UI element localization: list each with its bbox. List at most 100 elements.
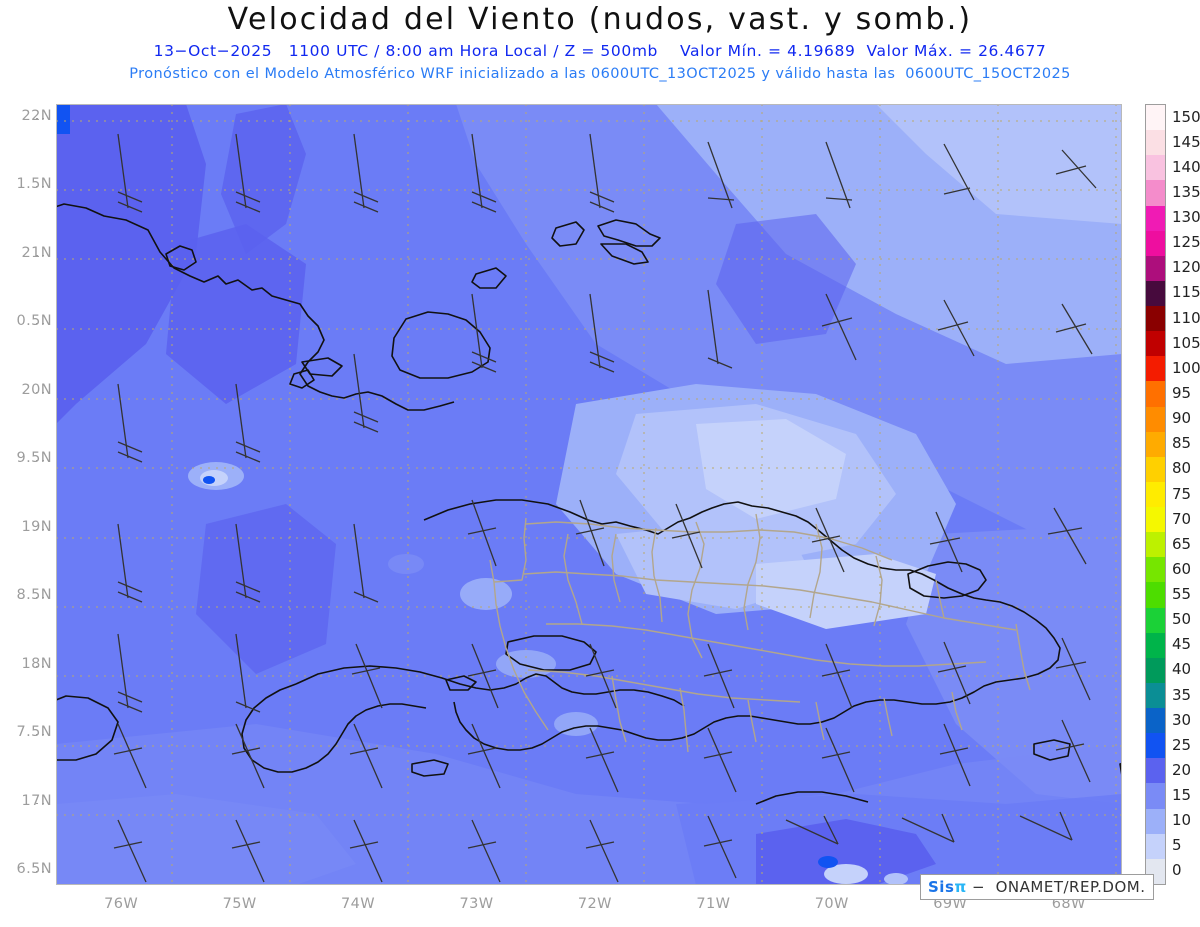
y-axis-tick-label: 21N: [21, 244, 52, 261]
colorbar-tick-label: 140: [1172, 157, 1200, 176]
colorbar-cell: [1146, 280, 1165, 306]
colorbar-tick-label: 30: [1172, 710, 1192, 729]
colorbar-tick-label: 115: [1172, 283, 1200, 302]
x-axis-tick-label: 68W: [1051, 896, 1086, 912]
colorbar[interactable]: [1145, 104, 1166, 885]
colorbar-tick-label: 70: [1172, 509, 1192, 528]
colorbar-cell: [1146, 682, 1165, 708]
x-axis-tick-label: 70W: [814, 896, 849, 912]
onamet-logo: Sis π − ONAMET/REP.DOM.: [920, 874, 1154, 900]
colorbar-cell: [1146, 758, 1165, 784]
colorbar-cell: [1146, 255, 1165, 281]
colorbar-cell: [1146, 632, 1165, 658]
colorbar-cell: [1146, 381, 1165, 407]
y-axis-tick: [36, 323, 54, 325]
y-axis-tick: [36, 391, 54, 393]
y-axis-tick-label: 9.5N: [16, 450, 52, 467]
colorbar-tick-label: 135: [1172, 182, 1200, 201]
colorbar-tick-label: 125: [1172, 233, 1200, 252]
x-axis-tick-label: 74W: [341, 896, 376, 912]
y-axis-tick: [36, 871, 54, 873]
colorbar-cell: [1146, 532, 1165, 558]
province-borders: [489, 513, 1031, 753]
colorbar-tick-label: 60: [1172, 559, 1192, 578]
logo-pi-symbol: π: [954, 878, 967, 896]
colorbar-tick-label: 110: [1172, 308, 1200, 327]
colorbar-cell: [1146, 205, 1165, 231]
y-axis-tick: [36, 528, 54, 530]
colorbar-tick-label: 120: [1172, 258, 1200, 277]
logo-sis-text: Sis: [928, 878, 955, 896]
colorbar-cell: [1146, 331, 1165, 357]
y-axis-tick-label: 20N: [21, 381, 52, 398]
colorbar-tick-label: 45: [1172, 635, 1192, 654]
colorbar-cell: [1146, 657, 1165, 683]
colorbar-cell: [1146, 507, 1165, 533]
colorbar-tick-label: 50: [1172, 610, 1192, 629]
y-axis-tick: [36, 254, 54, 256]
colorbar-tick-label: 105: [1172, 333, 1200, 352]
y-axis-tick: [36, 665, 54, 667]
x-axis-tick-label: 71W: [696, 896, 731, 912]
colorbar-tick-label: 40: [1172, 660, 1192, 679]
x-axis-tick-label: 76W: [104, 896, 139, 912]
colorbar-tick-label: 10: [1172, 811, 1192, 830]
colorbar-tick-label: 100: [1172, 358, 1200, 377]
y-axis-tick-label: 22N: [21, 107, 52, 124]
colorbar-cell: [1146, 105, 1165, 131]
y-axis-tick-label: 6.5N: [16, 861, 52, 878]
model-description-line: Pronóstico con el Modelo Atmosférico WRF…: [129, 66, 1071, 82]
y-axis-tick: [36, 597, 54, 599]
page-title: Velocidad del Viento (nudos, vast. y som…: [227, 2, 973, 37]
colorbar-cell: [1146, 582, 1165, 608]
colorbar-tick-label: 80: [1172, 459, 1192, 478]
colorbar-tick-label: 0: [1172, 861, 1182, 880]
colorbar-tick-label: 95: [1172, 383, 1192, 402]
y-axis-tick: [36, 734, 54, 736]
colorbar-cell: [1146, 155, 1165, 181]
colorbar-tick-label: 5: [1172, 836, 1182, 855]
colorbar-tick-label: 150: [1172, 107, 1200, 126]
colorbar-tick-label: 145: [1172, 132, 1200, 151]
y-axis-tick: [36, 802, 54, 804]
colorbar-cell: [1146, 230, 1165, 256]
y-axis-tick-label: 17N: [21, 792, 52, 809]
colorbar-cell: [1146, 708, 1165, 734]
colorbar-cell: [1146, 356, 1165, 382]
colorbar-cell: [1146, 557, 1165, 583]
x-axis-tick-label: 75W: [222, 896, 257, 912]
colorbar-cell: [1146, 833, 1165, 859]
colorbar-cell: [1146, 306, 1165, 332]
colorbar-tick-label: 85: [1172, 434, 1192, 453]
colorbar-cell: [1146, 456, 1165, 482]
colorbar-tick-label: 20: [1172, 760, 1192, 779]
wind-barbs-layer: [113, 133, 1097, 883]
colorbar-tick-label: 35: [1172, 685, 1192, 704]
colorbar-cell: [1146, 180, 1165, 206]
x-axis-tick-label: 69W: [933, 896, 968, 912]
coastline-layer: [56, 203, 1122, 805]
wind-speed-shading: [56, 104, 1122, 885]
forecast-meta-line: 13−Oct−2025 1100 UTC / 8:00 am Hora Loca…: [153, 42, 1047, 60]
x-axis-tick-label: 73W: [459, 896, 494, 912]
colorbar-tick-label: 130: [1172, 208, 1200, 227]
colorbar-cell: [1146, 733, 1165, 759]
colorbar-cell: [1146, 431, 1165, 457]
colorbar-tick-label: 25: [1172, 735, 1192, 754]
x-axis-tick-label: 72W: [577, 896, 612, 912]
y-axis-tick: [36, 117, 54, 119]
y-axis-tick-label: 7.5N: [16, 724, 52, 741]
y-axis-tick-label: 8.5N: [16, 587, 52, 604]
colorbar-tick-label: 90: [1172, 409, 1192, 428]
y-axis-tick-label: 1.5N: [16, 176, 52, 193]
wind-speed-map[interactable]: [56, 104, 1122, 885]
colorbar-tick-label: 15: [1172, 786, 1192, 805]
colorbar-tick-label: 65: [1172, 534, 1192, 553]
y-axis-tick: [36, 460, 54, 462]
colorbar-cell: [1146, 130, 1165, 156]
y-axis-tick-label: 0.5N: [16, 313, 52, 330]
colorbar-tick-label: 55: [1172, 585, 1192, 604]
graticule: [56, 104, 1122, 885]
y-axis-tick-label: 19N: [21, 518, 52, 535]
y-axis-tick: [36, 186, 54, 188]
